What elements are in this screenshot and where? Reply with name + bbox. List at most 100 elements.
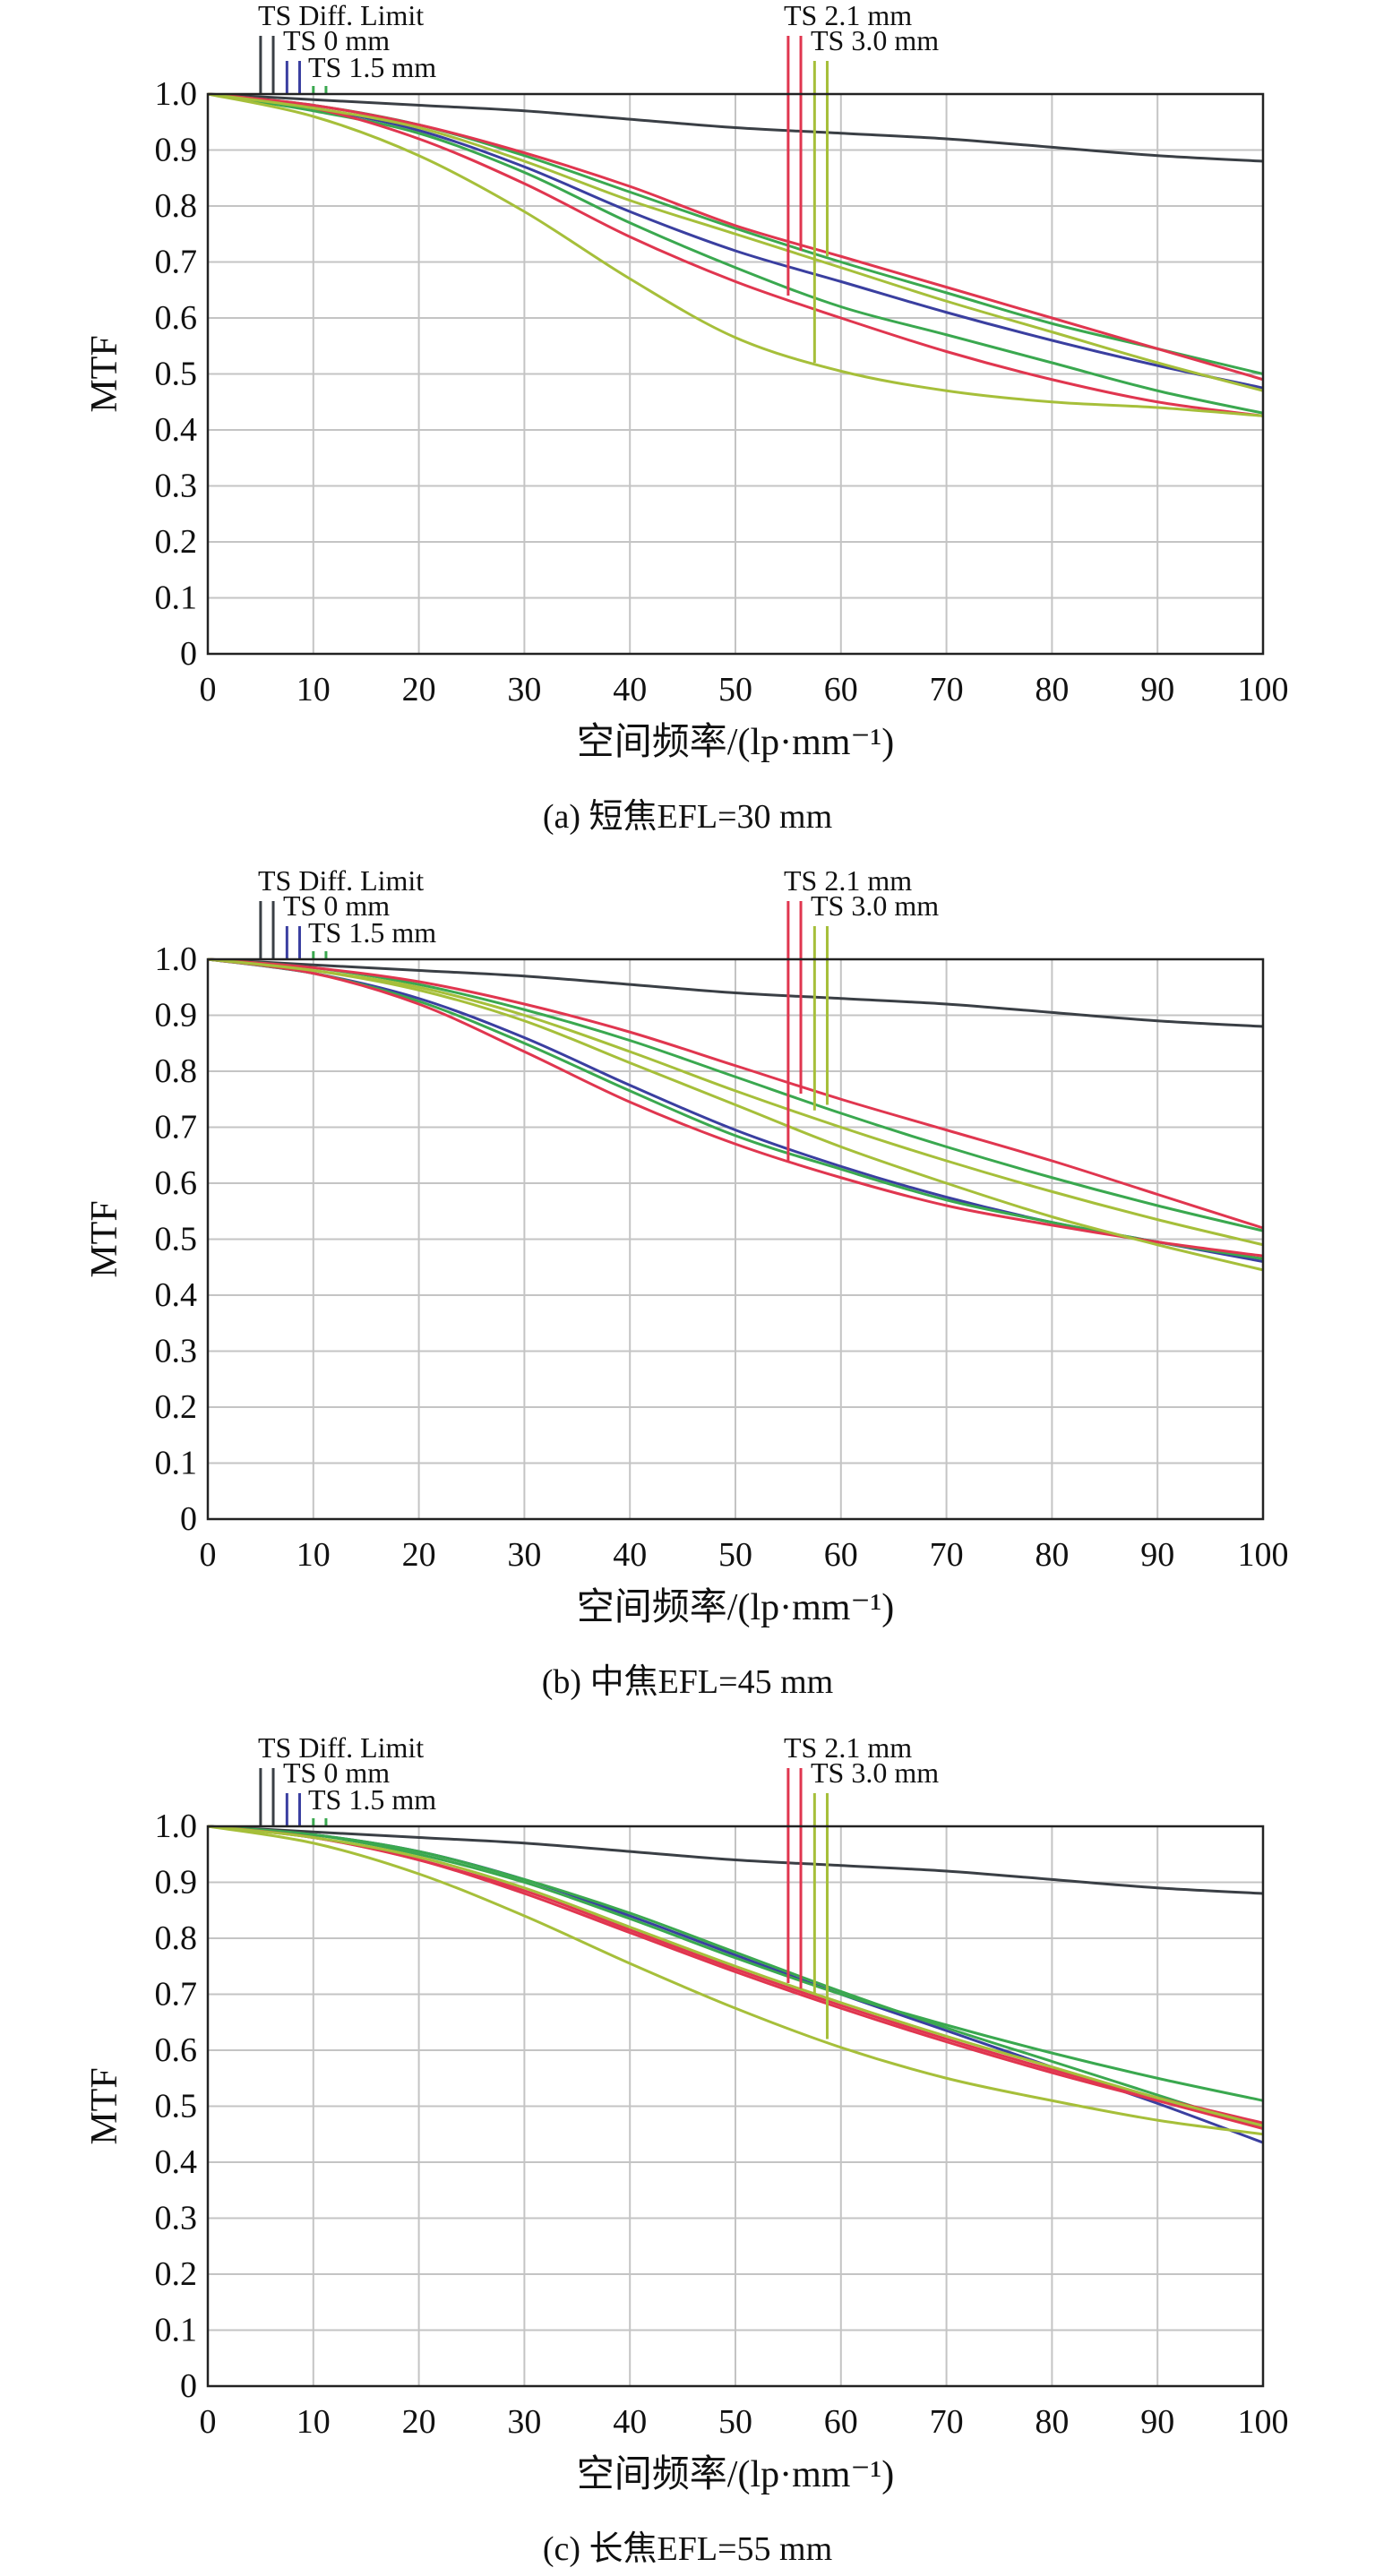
series-line (207, 1825, 1264, 2136)
y-tick-label: 1.0 (155, 1807, 198, 1845)
legend-label: TS 0 mm (283, 889, 390, 922)
legend-label: TS 3.0 mm (811, 1756, 939, 1789)
y-tick-label: 0.7 (155, 1976, 198, 2014)
y-tick-label: 0 (180, 1500, 197, 1538)
series-line (207, 957, 1264, 1028)
grid (208, 1826, 1263, 2386)
legend-label: TS 0 mm (283, 24, 390, 56)
y-tick-label: 0.1 (155, 2312, 198, 2349)
x-tick-label: 0 (200, 1536, 217, 1574)
y-tick-label: 0.2 (155, 523, 198, 561)
x-tick-label: 20 (402, 1536, 436, 1574)
y-tick-label: 0 (180, 635, 197, 673)
x-tick-label: 100 (1238, 1536, 1289, 1574)
chart-panel-c: 0 0.1 0.2 0.3 0.4 0.5 0.6 0.7 0.8 0.9 1.0 0 10 20 30 40… (0, 1732, 1375, 2574)
series-line (207, 1825, 1264, 2102)
y-axis-label: MTF (84, 2067, 125, 2144)
x-axis-label: 空间频率/(lp·mm⁻¹) (577, 721, 894, 763)
x-tick-label: 30 (507, 671, 541, 708)
series-line (207, 957, 1264, 1230)
legend-label: TS 1.5 mm (308, 51, 436, 83)
series-line (207, 92, 1264, 417)
x-tick-label: 40 (613, 1536, 647, 1574)
x-tick-label: 50 (718, 2403, 752, 2441)
x-tick-label: 20 (402, 2403, 436, 2441)
x-tick-label: 10 (296, 1536, 331, 1574)
x-tick-label: 10 (296, 671, 331, 708)
x-tick-label: 20 (402, 671, 436, 708)
series-line (207, 92, 1264, 392)
series-group (207, 957, 1264, 1272)
chart-caption-a: (a) 短焦EFL=30 mm (542, 798, 833, 836)
x-tick-label: 0 (200, 2403, 217, 2441)
legend-label: TS 3.0 mm (811, 889, 939, 922)
series-line (207, 957, 1264, 1258)
legend-markers (259, 901, 829, 1161)
x-tick-label: 100 (1238, 671, 1289, 708)
series-line (207, 957, 1264, 1232)
legend-label: TS Diff. Limit (258, 865, 424, 897)
legend-label: TS Diff. Limit (258, 1732, 424, 1764)
y-tick-label: 0.9 (155, 1864, 198, 1902)
series-line (207, 92, 1264, 390)
y-tick-label: 0.7 (155, 244, 198, 281)
chart-panel-b: 0 0.1 0.2 0.3 0.4 0.5 0.6 0.7 0.8 0.9 1.0 0 10 20 30 40… (0, 865, 1375, 1707)
series-line (207, 1825, 1264, 2130)
x-tick-label: 100 (1238, 2403, 1289, 2441)
y-tick-label: 0.5 (155, 2088, 198, 2125)
y-tick-label: 0.4 (155, 1276, 198, 1314)
y-tick-label: 0.4 (155, 411, 198, 449)
x-tick-label: 70 (930, 2403, 964, 2441)
series-line (207, 1825, 1264, 1895)
x-tick-label: 80 (1035, 1536, 1069, 1574)
y-tick-label: 0.2 (155, 1388, 198, 1426)
legend-label: TS Diff. Limit (258, 0, 424, 31)
y-tick-label: 0.3 (155, 468, 198, 505)
legend-label: TS 0 mm (283, 1756, 390, 1789)
y-tick-label: 0.8 (155, 1919, 198, 1957)
y-tick-label: 0.5 (155, 356, 198, 393)
y-tick-label: 0.3 (155, 1333, 198, 1370)
y-tick-label: 0.4 (155, 2143, 198, 2181)
y-tick-label: 0.8 (155, 187, 198, 225)
y-tick-label: 0 (180, 2367, 197, 2405)
legend-label: TS 1.5 mm (308, 1783, 436, 1816)
series-line (207, 92, 1264, 415)
chart-svg-c: 0 0.1 0.2 0.3 0.4 0.5 0.6 0.7 0.8 0.9 1.0 0 10 20 30 40… (84, 1732, 1289, 2495)
legend-markers (259, 1768, 829, 2039)
x-tick-label: 60 (824, 2403, 858, 2441)
y-tick-label: 1.0 (155, 75, 198, 113)
x-tick-label: 50 (718, 671, 752, 708)
x-tick-label: 70 (930, 1536, 964, 1574)
x-tick-label: 30 (507, 2403, 541, 2441)
y-tick-label: 0.7 (155, 1109, 198, 1146)
series-line (207, 957, 1264, 1272)
series-line (207, 92, 1264, 417)
x-tick-label: 90 (1140, 1536, 1174, 1574)
series-line (207, 92, 1264, 163)
y-tick-label: 0.1 (155, 1445, 198, 1482)
y-tick-label: 0.6 (155, 2031, 198, 2069)
x-tick-label: 70 (930, 671, 964, 708)
x-axis-label: 空间频率/(lp·mm⁻¹) (577, 1586, 894, 1628)
series-group (207, 1825, 1264, 2144)
plot-frame (206, 1825, 1265, 2388)
x-tick-label: 80 (1035, 671, 1069, 708)
plot-frame (206, 957, 1265, 1521)
y-tick-label: 0.9 (155, 997, 198, 1035)
x-tick-label: 0 (200, 671, 217, 708)
x-tick-label: 30 (507, 1536, 541, 1574)
y-tick-label: 0.9 (155, 132, 198, 169)
x-tick-label: 40 (613, 671, 647, 708)
x-tick-label: 60 (824, 671, 858, 708)
y-tick-label: 0.2 (155, 2255, 198, 2293)
series-line (207, 1825, 1264, 2127)
x-tick-label: 60 (824, 1536, 858, 1574)
series-group (207, 92, 1264, 417)
chart-caption-c: (c) 长焦EFL=55 mm (542, 2530, 833, 2568)
y-tick-label: 0.3 (155, 2200, 198, 2237)
legend-markers (259, 36, 829, 363)
legend-label: TS 1.5 mm (308, 916, 436, 949)
